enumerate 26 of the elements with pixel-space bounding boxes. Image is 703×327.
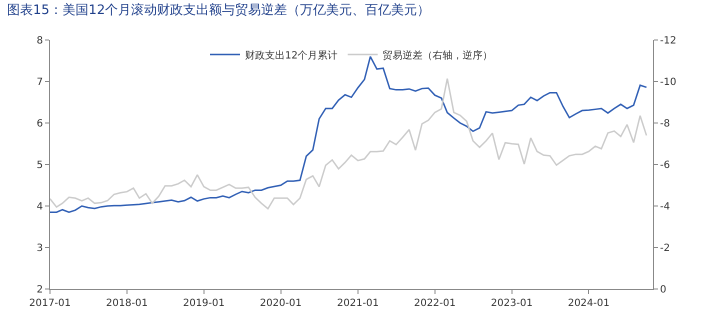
x-tick-label: 2018-01 bbox=[106, 298, 148, 309]
y2-tick-label: -6 bbox=[660, 160, 670, 171]
y2-tick-label: 0 bbox=[660, 284, 666, 296]
y-tick-label: 2 bbox=[36, 284, 43, 296]
y-tick-label: 7 bbox=[36, 77, 43, 88]
x-tick-label: 2019-01 bbox=[182, 298, 225, 309]
y-tick-label: 4 bbox=[36, 202, 43, 212]
y-tick-label: 8 bbox=[36, 36, 43, 46]
y2-tick-label: -10 bbox=[660, 77, 676, 88]
y-tick-label: 5 bbox=[36, 160, 43, 171]
y2-tick-label: -12 bbox=[660, 36, 676, 46]
x-tick-label: 2017-01 bbox=[29, 298, 71, 309]
y2-tick-label: -2 bbox=[660, 243, 670, 254]
y-tick-label: 6 bbox=[36, 118, 43, 130]
chart-title: 图表15：美国12个月滚动财政支出额与贸易逆差（万亿美元、百亿美元） bbox=[7, 2, 430, 18]
legend-label: 财政支出12个月累计 bbox=[245, 49, 338, 62]
y2-tick-label: -4 bbox=[660, 202, 670, 212]
x-tick-label: 2024-01 bbox=[568, 298, 610, 309]
legend-label: 贸易逆差（右轴，逆序） bbox=[382, 49, 493, 62]
x-tick-label: 2023-01 bbox=[490, 298, 533, 309]
x-tick-label: 2021-01 bbox=[337, 298, 379, 309]
y-tick-label: 3 bbox=[36, 243, 43, 254]
y2-tick-label: -8 bbox=[660, 118, 670, 130]
x-tick-label: 2022-01 bbox=[414, 298, 456, 309]
line-series bbox=[50, 78, 648, 210]
x-tick-label: 2020-01 bbox=[260, 298, 302, 309]
